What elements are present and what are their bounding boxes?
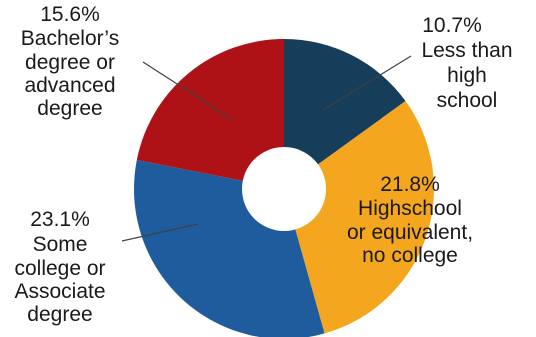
- leader-line-some-college: [121, 223, 199, 242]
- slice-name-line: Associate: [14, 280, 105, 303]
- slice-name-line: Bachelor’s: [21, 27, 119, 50]
- slice-name-line: degree or: [25, 51, 115, 74]
- slice-name-line: or equivalent,: [347, 221, 473, 244]
- slice-label-some-college: 23.1% Some college or Associate degree: [14, 208, 105, 326]
- slice-name-line: no college: [362, 244, 458, 267]
- pie-slice-highschool-or-equivalent-no-college: [284, 101, 434, 334]
- slice-label-highschool: 21.8% Highschool or equivalent, no colle…: [347, 173, 473, 267]
- donut-hole: [242, 147, 326, 231]
- slice-name-line: Highschool: [358, 197, 462, 220]
- slice-value-label: 10.7%: [422, 14, 482, 37]
- slice-name-line: college or: [14, 257, 105, 280]
- slice-value-label: 15.6%: [40, 3, 100, 26]
- pie-slice-less-than-high-school: [284, 39, 406, 189]
- slice-name-line: advanced: [24, 74, 115, 97]
- slice-name-line: high: [447, 64, 487, 87]
- slice-name-line: school: [437, 89, 498, 112]
- slice-name-line: Some: [33, 233, 88, 256]
- slice-label-less-than-high-school: 10.7% Less than high school: [421, 14, 512, 112]
- slice-label-bachelors-degree: 15.6% Bachelor’s degree or advanced degr…: [21, 3, 119, 120]
- leader-line-bachelors-degree: [142, 61, 234, 121]
- slices: [134, 39, 434, 337]
- slice-name-line: degree: [37, 97, 102, 120]
- leader-line-less-than-high-school: [322, 55, 412, 111]
- slice-name-line: degree: [27, 303, 92, 326]
- slice-value-label: 23.1%: [30, 208, 90, 231]
- slice-name-line: Less than: [421, 39, 512, 62]
- pie-slice-bachelor-s-degree-or-advanced-degree: [136, 39, 284, 189]
- slice-value-label: 21.8%: [380, 173, 440, 196]
